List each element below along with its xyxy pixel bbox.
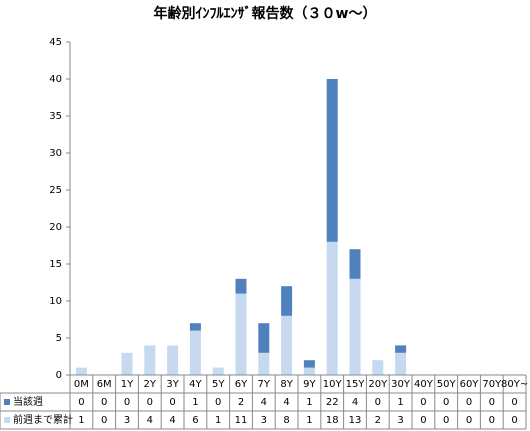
table-value: 0 xyxy=(169,397,175,408)
bar xyxy=(281,315,293,375)
table-value: 0 xyxy=(375,397,381,408)
bar xyxy=(235,278,247,294)
table-value: 0 xyxy=(124,397,130,408)
bar xyxy=(235,293,247,375)
table-value: 0 xyxy=(420,415,426,426)
table-value: 1 xyxy=(215,415,221,426)
x-tick-label: 15Y xyxy=(346,379,366,390)
table-value: 0 xyxy=(443,397,449,408)
table-value: 4 xyxy=(147,415,153,426)
x-tick-label: 20Y xyxy=(368,379,388,390)
y-tick-label: 10 xyxy=(49,296,62,307)
x-tick-label: 4Y xyxy=(189,379,202,390)
table-value: 0 xyxy=(511,397,517,408)
table-value: 0 xyxy=(101,415,107,426)
legend-swatch xyxy=(4,399,10,405)
table-value: 0 xyxy=(511,415,517,426)
table-value: 2 xyxy=(375,415,381,426)
table-value: 1 xyxy=(306,397,312,408)
x-tick-label: 1Y xyxy=(121,379,134,390)
x-tick-label: 6M xyxy=(97,379,112,390)
table-value: 0 xyxy=(101,397,107,408)
x-tick-label: 6Y xyxy=(235,379,248,390)
x-tick-label: 40Y xyxy=(414,379,434,390)
x-tick-label: 5Y xyxy=(212,379,225,390)
x-tick-label: 8Y xyxy=(280,379,293,390)
table-value: 0 xyxy=(489,415,495,426)
legend-label: 当該週 xyxy=(13,395,43,408)
x-tick-label: 10Y xyxy=(323,379,343,390)
bar xyxy=(75,367,87,375)
table-value: 1 xyxy=(78,415,84,426)
x-tick-label: 50Y xyxy=(437,379,457,390)
legend-label: 前週まで累計 xyxy=(13,413,73,426)
y-tick-label: 25 xyxy=(49,185,62,196)
table-value: 4 xyxy=(283,397,289,408)
y-tick-label: 45 xyxy=(49,37,62,48)
x-tick-label: 60Y xyxy=(460,379,480,390)
table-value: 0 xyxy=(466,397,472,408)
chart-title: 年齢別ｲﾝﾌﾙｴﾝｻﾞ報告数（３０w〜） xyxy=(154,5,377,22)
y-tick-label: 15 xyxy=(49,259,62,270)
y-tick-label: 20 xyxy=(49,222,62,233)
table-value: 2 xyxy=(238,397,244,408)
table-value: 4 xyxy=(352,397,358,408)
y-tick-label: 30 xyxy=(49,148,62,159)
table-value: 4 xyxy=(169,415,175,426)
bar xyxy=(281,286,293,316)
legend-swatch xyxy=(4,417,10,423)
x-tick-label: 9Y xyxy=(303,379,316,390)
x-tick-label: 3Y xyxy=(166,379,179,390)
bar xyxy=(395,345,407,353)
table-value: 1 xyxy=(397,397,403,408)
table-value: 1 xyxy=(192,397,198,408)
bar xyxy=(258,323,270,353)
bar xyxy=(144,345,156,375)
x-tick-label: 30Y xyxy=(391,379,411,390)
table-value: 3 xyxy=(124,415,130,426)
table-value: 0 xyxy=(420,397,426,408)
table-value: 0 xyxy=(466,415,472,426)
bar xyxy=(303,360,315,368)
table-value: 8 xyxy=(283,415,289,426)
table-value: 13 xyxy=(349,415,362,426)
x-tick-label: 0M xyxy=(74,379,89,390)
table-value: 22 xyxy=(326,397,339,408)
table-value: 3 xyxy=(261,415,267,426)
bar xyxy=(349,249,361,279)
table-value: 4 xyxy=(261,397,267,408)
table-value: 6 xyxy=(192,415,198,426)
table-value: 18 xyxy=(326,415,339,426)
y-tick-label: 5 xyxy=(56,333,62,344)
y-tick-label: 40 xyxy=(49,74,62,85)
table-value: 3 xyxy=(397,415,403,426)
bar xyxy=(167,345,179,375)
table-value: 1 xyxy=(306,415,312,426)
bar xyxy=(326,79,338,242)
table-value: 0 xyxy=(489,397,495,408)
x-tick-label: 80Y~ xyxy=(501,379,528,390)
table-value: 0 xyxy=(147,397,153,408)
bar xyxy=(189,330,201,375)
bar xyxy=(349,278,361,375)
table-value: 0 xyxy=(78,397,84,408)
table-value: 0 xyxy=(443,415,449,426)
bar xyxy=(121,352,133,375)
table-value: 11 xyxy=(235,415,248,426)
bar xyxy=(212,367,224,375)
x-tick-label: 7Y xyxy=(258,379,271,390)
bar xyxy=(372,360,384,375)
x-tick-label: 70Y xyxy=(482,379,502,390)
y-tick-label: 0 xyxy=(56,370,62,381)
x-tick-label: 2Y xyxy=(144,379,157,390)
table-value: 0 xyxy=(215,397,221,408)
bar xyxy=(258,352,270,375)
y-tick-label: 35 xyxy=(49,111,62,122)
bar xyxy=(395,352,407,375)
bar xyxy=(303,367,315,375)
bar xyxy=(326,241,338,375)
bar xyxy=(189,323,201,331)
